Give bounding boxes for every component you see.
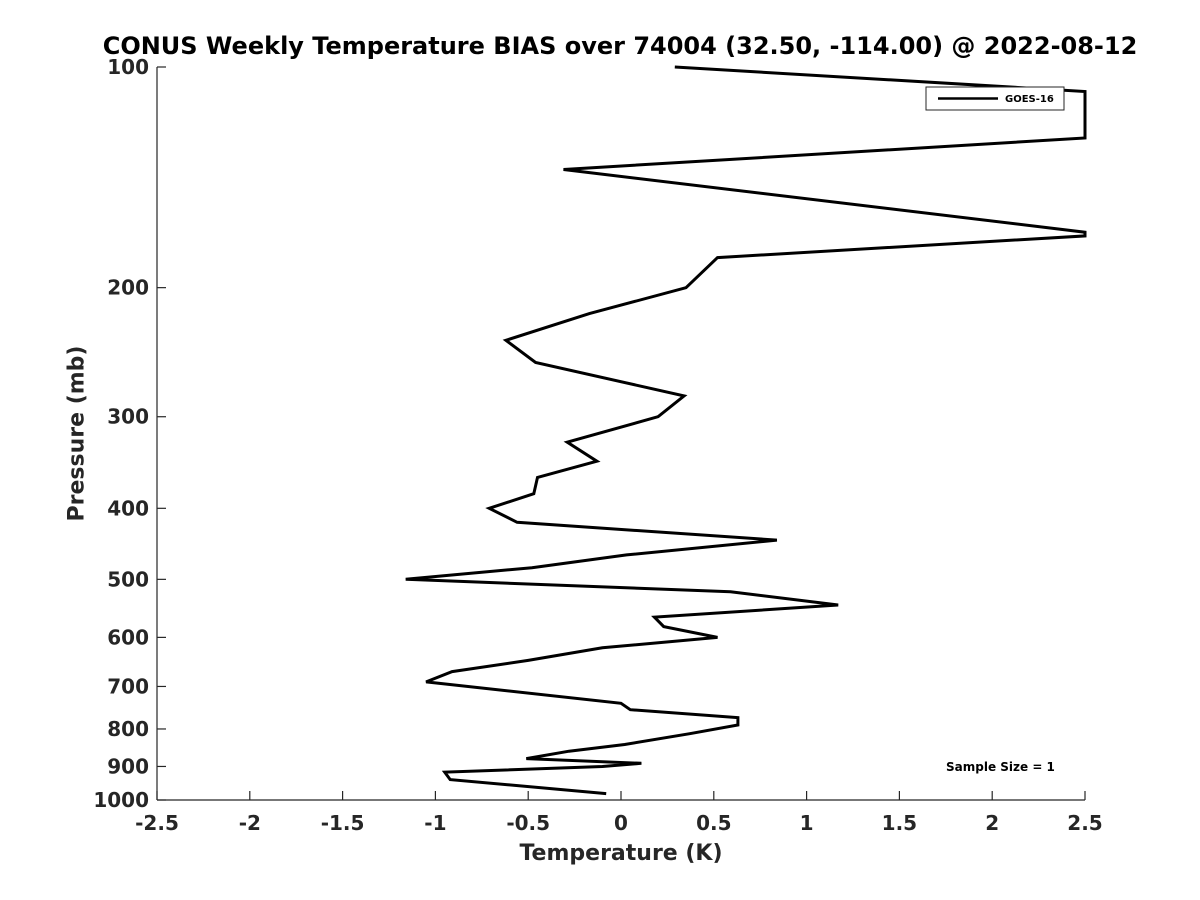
y-tick-label: 900 <box>107 754 149 778</box>
series-layer <box>405 65 1087 796</box>
x-tick-label: 0.5 <box>696 811 731 835</box>
chart-title: CONUS Weekly Temperature BIAS over 74004… <box>103 32 1138 60</box>
y-ticks: 100 200 300 400 500 600 700 800 900 1000 <box>93 55 166 812</box>
x-tick-label: -2.5 <box>135 811 179 835</box>
y-tick-label: 800 <box>107 717 149 741</box>
x-tick-label: -0.5 <box>506 811 550 835</box>
series-line-0 <box>405 65 1087 796</box>
x-axis-label: Temperature (K) <box>519 841 722 866</box>
legend: GOES-16 <box>925 86 1065 111</box>
x-tick-label: 0 <box>614 811 628 835</box>
sample-size-annotation: Sample Size = 1 <box>946 760 1055 774</box>
y-tick-label: 200 <box>107 276 149 300</box>
x-tick-label: -1.5 <box>321 811 365 835</box>
x-tick-label: 2 <box>985 811 999 835</box>
y-tick-label: 300 <box>107 405 149 429</box>
x-tick-label: -1 <box>424 811 446 835</box>
y-tick-label: 700 <box>107 674 149 698</box>
y-tick-label: 500 <box>107 567 149 591</box>
y-axis-label: Pressure (mb) <box>65 346 90 522</box>
x-tick-label: -2 <box>239 811 261 835</box>
legend-label: GOES-16 <box>1005 94 1054 105</box>
y-tick-label: 1000 <box>93 788 149 812</box>
x-tick-label: 1 <box>800 811 814 835</box>
x-tick-label: 2.5 <box>1067 811 1102 835</box>
y-tick-label: 600 <box>107 625 149 649</box>
y-tick-label: 400 <box>107 496 149 520</box>
x-tick-label: 1.5 <box>882 811 917 835</box>
y-tick-label: 100 <box>107 55 149 79</box>
x-ticks: -2.5 -2 -1.5 -1 -0.5 0 0.5 1 1.5 2 2.5 <box>135 791 1103 835</box>
